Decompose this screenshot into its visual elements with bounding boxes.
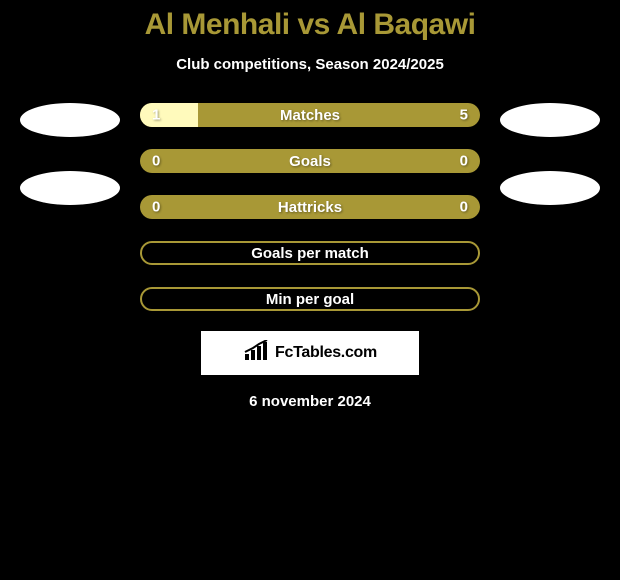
chart-icon [243, 340, 271, 367]
stat-value-left: 1 [152, 107, 160, 124]
left-avatar-column [20, 103, 120, 205]
stat-label: Goals [289, 153, 331, 170]
stat-value-left: 0 [152, 153, 160, 170]
stat-bar: 0 0 Hattricks [140, 195, 480, 219]
stat-label: Matches [280, 107, 340, 124]
right-avatar-column [500, 103, 600, 205]
stat-label: Min per goal [266, 291, 354, 308]
stat-bar: 0 0 Goals [140, 149, 480, 173]
stat-value-right: 0 [460, 153, 468, 170]
stat-bar: Goals per match [140, 241, 480, 265]
stat-fill [140, 103, 198, 127]
stats-container: 1 5 Matches 0 0 Goals 0 0 Hattricks Goals per mat… [20, 103, 600, 311]
fctables-logo: FcTables.com [201, 331, 419, 375]
stat-value-right: 0 [460, 199, 468, 216]
footer-date: 6 november 2024 [249, 393, 371, 410]
player-avatar-left [20, 103, 120, 137]
logo-text: FcTables.com [275, 344, 377, 362]
stat-label: Goals per match [251, 245, 369, 262]
page-subtitle: Club competitions, Season 2024/2025 [176, 56, 444, 73]
stat-value-right: 5 [460, 107, 468, 124]
stat-value-left: 0 [152, 199, 160, 216]
stat-bar: Min per goal [140, 287, 480, 311]
page-title: Al Menhali vs Al Baqawi [145, 8, 476, 42]
player-avatar-right [500, 171, 600, 205]
stat-label: Hattricks [278, 199, 342, 216]
player-avatar-left [20, 171, 120, 205]
stat-bars: 1 5 Matches 0 0 Goals 0 0 Hattricks Goals per mat… [140, 103, 480, 311]
stat-bar: 1 5 Matches [140, 103, 480, 127]
player-avatar-right [500, 103, 600, 137]
